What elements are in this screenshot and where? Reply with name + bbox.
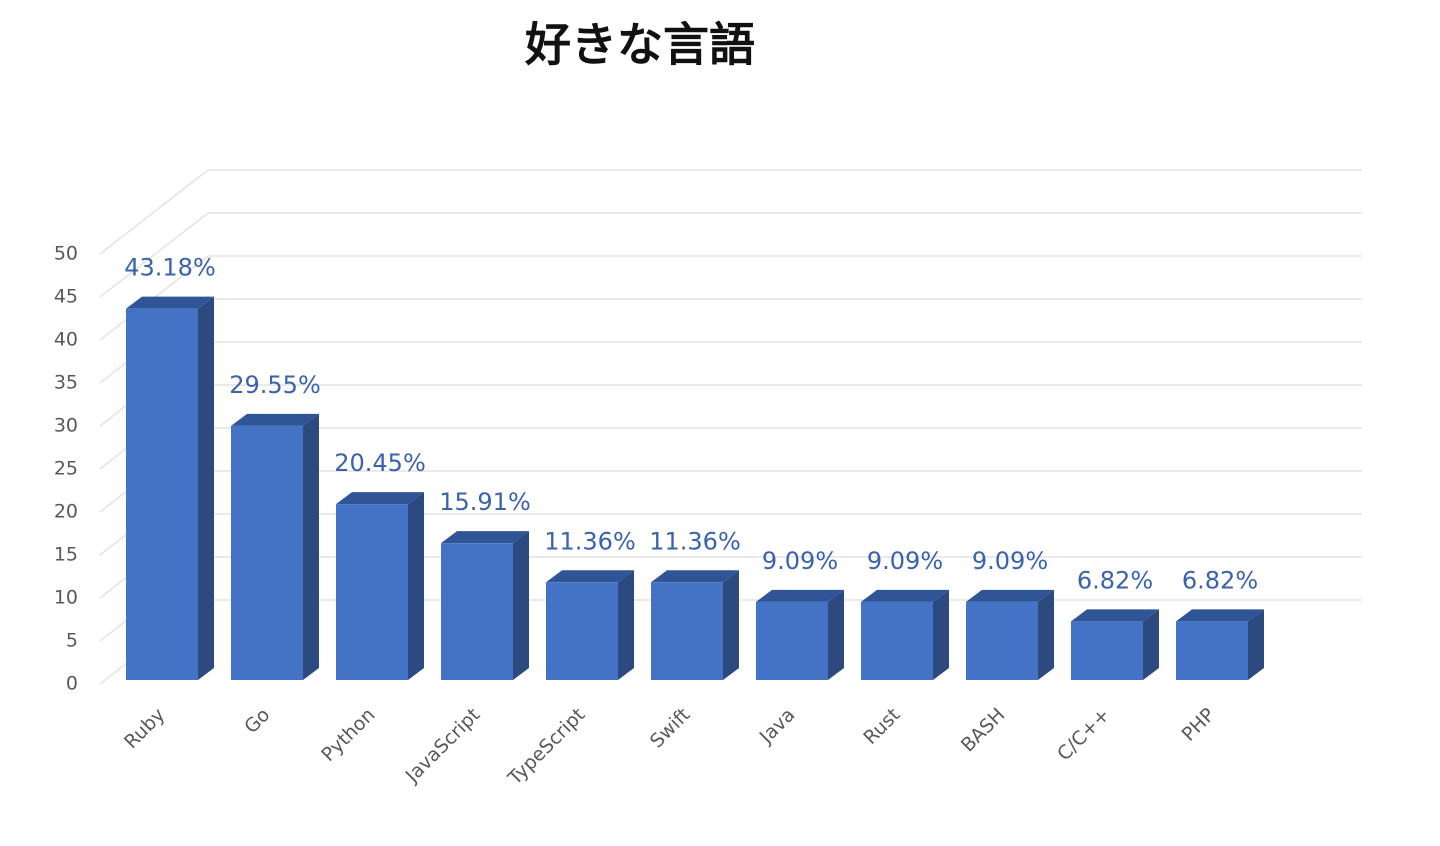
y-tick-label: 45 [54, 286, 78, 308]
bar-side [723, 570, 739, 680]
y-tick-label: 25 [54, 458, 78, 480]
bar [1176, 621, 1248, 680]
value-label: 9.09% [972, 547, 1048, 575]
x-tick-label: PHP [1178, 704, 1220, 746]
bar-top [126, 296, 214, 309]
bar-top [966, 589, 1054, 602]
bar-side [303, 413, 319, 680]
bar [861, 601, 933, 680]
y-tick-label: 10 [54, 587, 78, 609]
bar [441, 543, 513, 680]
x-tick-label: Ruby [120, 704, 169, 753]
bar-side [1248, 609, 1264, 680]
value-label: 9.09% [867, 547, 943, 575]
bar-side [1143, 609, 1159, 680]
x-tick-label: BASH [957, 704, 1010, 757]
bar [126, 308, 198, 680]
bar-top [546, 570, 634, 583]
x-tick-label: Go [240, 704, 274, 738]
x-tick-label: JavaScript [401, 704, 485, 788]
x-tick-label: Java [755, 704, 800, 749]
bar-side [1038, 589, 1054, 680]
bar-top [861, 589, 949, 602]
y-tick-label: 5 [66, 630, 78, 652]
x-tick-label: TypeScript [503, 704, 589, 790]
bar-top [231, 413, 319, 426]
value-label: 6.82% [1182, 566, 1258, 594]
y-tick-label: 50 [54, 243, 78, 265]
bar [546, 582, 618, 680]
y-tick-label: 20 [54, 501, 78, 523]
value-label: 11.36% [544, 527, 636, 555]
grid-line [99, 169, 209, 255]
chart-title: 好きな言語 [524, 18, 755, 72]
value-label: 9.09% [762, 547, 838, 575]
bar-side [828, 589, 844, 680]
value-label: 15.91% [439, 488, 531, 516]
bar [966, 601, 1038, 680]
bar-side [513, 531, 529, 680]
bar-side [933, 589, 949, 680]
bar [336, 504, 408, 680]
bar-top [756, 589, 844, 602]
value-label: 6.82% [1077, 566, 1153, 594]
y-tick-label: 0 [66, 673, 78, 695]
x-tick-label: Swift [646, 704, 695, 753]
bar-top [1071, 609, 1159, 622]
bar [1071, 621, 1143, 680]
y-tick-label: 15 [54, 544, 78, 566]
bar-side [618, 570, 634, 680]
bar-top [651, 570, 739, 583]
y-tick-label: 35 [54, 372, 78, 394]
value-label: 29.55% [229, 371, 321, 399]
x-tick-label: C/C++ [1053, 704, 1114, 765]
x-tick-label: Python [317, 704, 379, 766]
bar [231, 425, 303, 680]
value-label: 20.45% [334, 449, 426, 477]
y-tick-label: 30 [54, 415, 78, 437]
bar [651, 582, 723, 680]
bar-top [1176, 609, 1264, 622]
y-tick-label: 40 [54, 329, 78, 351]
value-label: 11.36% [649, 527, 741, 555]
x-tick-label: Rust [859, 704, 904, 749]
bar-top [441, 531, 529, 544]
bar-top [336, 492, 424, 505]
bar [756, 601, 828, 680]
bar-side [198, 296, 214, 680]
grid-line [99, 212, 209, 298]
bar-side [408, 492, 424, 680]
value-label: 43.18% [124, 254, 216, 282]
